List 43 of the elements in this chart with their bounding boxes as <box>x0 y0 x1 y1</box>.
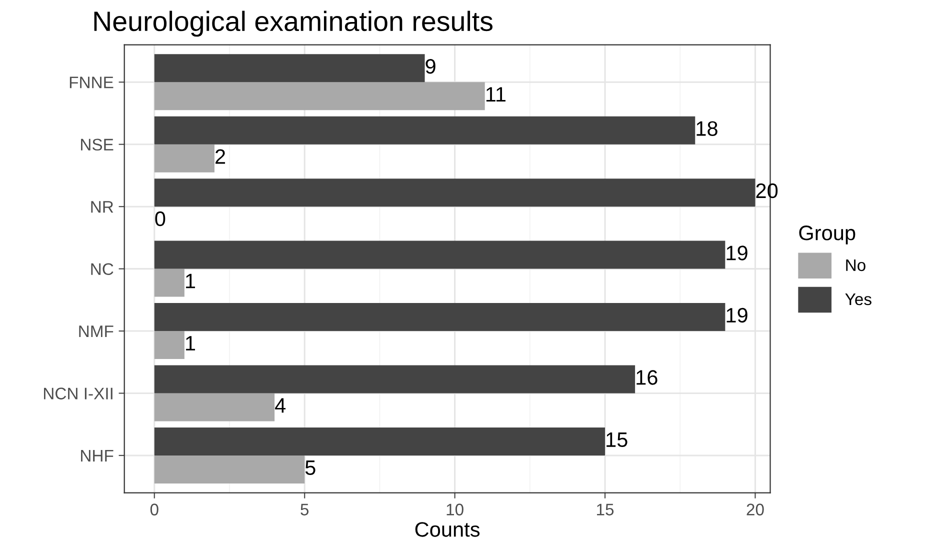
y-tick-label: NMF <box>79 326 114 338</box>
y-tick-label: NHF <box>81 450 114 462</box>
bar <box>154 268 184 297</box>
legend-label: Yes <box>845 294 872 306</box>
data-label: 9 <box>426 58 436 74</box>
y-tick-label: NC <box>91 263 114 276</box>
data-label: 16 <box>636 370 658 385</box>
x-axis-title: Counts <box>415 522 480 537</box>
x-tick-label: 10 <box>446 504 464 516</box>
bar <box>154 240 726 269</box>
x-tick-label: 5 <box>300 504 309 516</box>
y-tick-label: NR <box>91 201 114 213</box>
data-label: 5 <box>305 460 316 476</box>
data-label: 0 <box>155 211 166 226</box>
bar <box>154 393 275 422</box>
chart-title: Neurological examination results <box>94 10 492 37</box>
data-label: 1 <box>186 274 196 288</box>
bar <box>154 144 214 172</box>
data-label: 1 <box>186 336 196 350</box>
data-label: 11 <box>486 87 506 102</box>
bar <box>154 54 425 82</box>
y-tick-label: NSE <box>81 138 114 151</box>
bar <box>154 82 485 110</box>
data-label: 19 <box>726 246 748 260</box>
data-label: 19 <box>726 308 748 323</box>
bar <box>154 178 756 207</box>
data-label: 18 <box>696 121 718 136</box>
bar <box>154 455 305 484</box>
bar <box>154 427 606 456</box>
y-tick-label: FNNE <box>70 76 114 88</box>
legend-label: No <box>846 259 866 272</box>
bar <box>154 303 726 332</box>
x-tick-label: 15 <box>597 504 614 516</box>
legend-title: Group <box>799 226 856 244</box>
bar <box>154 331 184 360</box>
bar <box>154 365 636 394</box>
bar <box>154 116 696 144</box>
data-label: 15 <box>606 432 628 448</box>
x-tick-label: 0 <box>150 504 158 516</box>
data-label: 4 <box>275 398 286 413</box>
x-tick-label: 20 <box>746 504 764 516</box>
data-label: 2 <box>216 149 226 164</box>
y-tick-label: NCN I-XII <box>44 388 112 400</box>
